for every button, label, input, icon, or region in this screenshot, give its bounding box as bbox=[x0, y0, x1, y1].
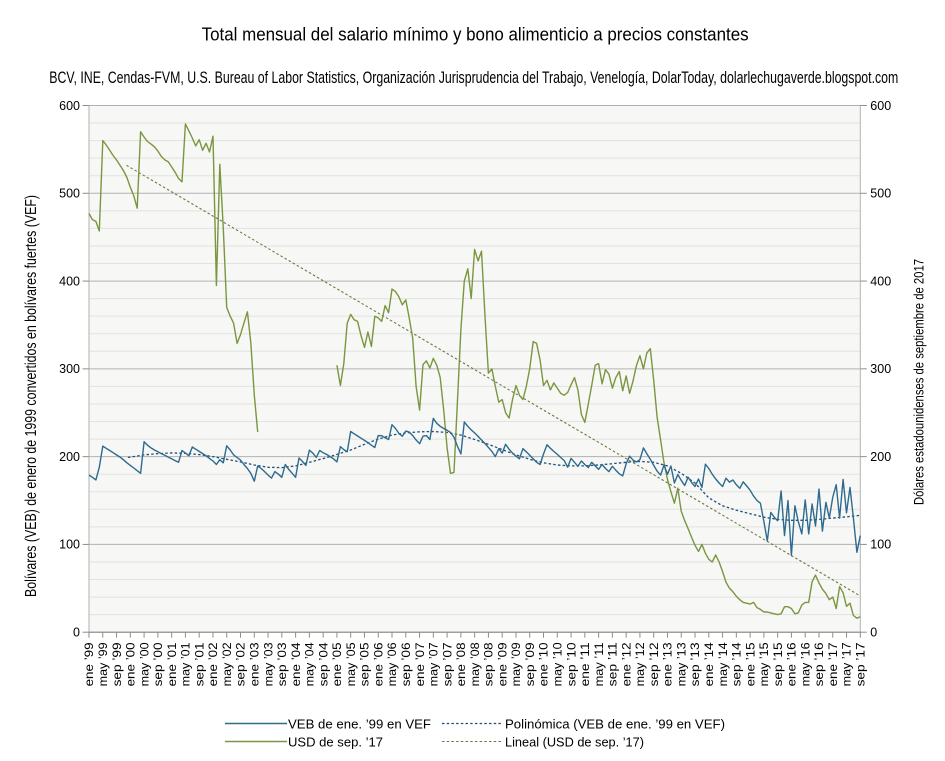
svg-text:sep ’04: sep ’04 bbox=[318, 642, 330, 687]
svg-text:ene ’05: ene ’05 bbox=[332, 642, 344, 686]
svg-text:USD de sep. ’17: USD de sep. ’17 bbox=[288, 735, 383, 749]
svg-text:may ’00: may ’00 bbox=[139, 642, 151, 686]
svg-text:sep ’99: sep ’99 bbox=[112, 642, 124, 686]
svg-text:may ’08: may ’08 bbox=[470, 642, 482, 686]
svg-text:600: 600 bbox=[59, 99, 80, 113]
svg-text:may ’05: may ’05 bbox=[346, 642, 358, 686]
svg-text:400: 400 bbox=[59, 274, 80, 288]
svg-text:sep ’15: sep ’15 bbox=[773, 642, 785, 686]
svg-text:ene ’04: ene ’04 bbox=[291, 642, 303, 687]
svg-text:may ’14: may ’14 bbox=[718, 642, 730, 687]
svg-text:400: 400 bbox=[870, 274, 891, 288]
svg-text:sep ’17: sep ’17 bbox=[856, 642, 868, 686]
svg-text:sep ’03: sep ’03 bbox=[277, 642, 289, 686]
svg-text:sep ’08: sep ’08 bbox=[484, 642, 496, 686]
svg-text:ene ’08: ene ’08 bbox=[456, 642, 468, 686]
svg-text:sep ’07: sep ’07 bbox=[442, 642, 454, 686]
svg-text:may ’03: may ’03 bbox=[263, 642, 275, 686]
svg-text:may ’17: may ’17 bbox=[842, 642, 854, 686]
svg-text:ene ’07: ene ’07 bbox=[415, 642, 427, 686]
svg-text:ene ’06: ene ’06 bbox=[373, 642, 385, 686]
svg-text:Total mensual del salario míni: Total mensual del salario mínimo y bono … bbox=[202, 25, 749, 45]
svg-text:may ’06: may ’06 bbox=[387, 642, 399, 686]
svg-text:ene ’02: ene ’02 bbox=[208, 642, 220, 686]
svg-text:sep ’11: sep ’11 bbox=[608, 642, 620, 686]
svg-text:sep ’10: sep ’10 bbox=[566, 642, 578, 686]
svg-text:sep ’06: sep ’06 bbox=[401, 642, 413, 686]
svg-text:may ’09: may ’09 bbox=[511, 642, 523, 686]
svg-text:sep ’12: sep ’12 bbox=[649, 642, 661, 686]
svg-text:may ’07: may ’07 bbox=[429, 642, 441, 686]
svg-text:ene ’00: ene ’00 bbox=[126, 642, 138, 686]
svg-text:sep ’02: sep ’02 bbox=[236, 642, 248, 686]
svg-text:ene ’17: ene ’17 bbox=[828, 642, 840, 686]
svg-text:sep ’01: sep ’01 bbox=[194, 642, 206, 686]
svg-text:ene ’01: ene ’01 bbox=[167, 642, 179, 686]
svg-text:sep ’05: sep ’05 bbox=[360, 642, 372, 686]
svg-text:ene ’99: ene ’99 bbox=[84, 642, 96, 686]
svg-text:200: 200 bbox=[59, 450, 80, 464]
svg-text:sep ’09: sep ’09 bbox=[525, 642, 537, 686]
svg-text:may ’04: may ’04 bbox=[305, 642, 317, 687]
svg-text:0: 0 bbox=[870, 626, 877, 640]
svg-text:ene ’14: ene ’14 bbox=[704, 642, 716, 687]
svg-text:ene ’03: ene ’03 bbox=[249, 642, 261, 686]
svg-text:100: 100 bbox=[870, 538, 891, 552]
svg-text:may ’13: may ’13 bbox=[676, 642, 688, 686]
svg-text:500: 500 bbox=[59, 187, 80, 201]
svg-text:Lineal (USD de sep. ’17): Lineal (USD de sep. ’17) bbox=[505, 735, 644, 749]
svg-text:100: 100 bbox=[59, 538, 80, 552]
svg-text:300: 300 bbox=[870, 362, 891, 376]
svg-text:may ’02: may ’02 bbox=[222, 642, 234, 686]
svg-text:sep ’16: sep ’16 bbox=[814, 642, 826, 686]
svg-text:ene ’10: ene ’10 bbox=[539, 642, 551, 686]
svg-text:Dólares estadounidenses de sep: Dólares estadounidenses de septiembre de… bbox=[911, 259, 927, 505]
svg-text:0: 0 bbox=[73, 626, 80, 640]
svg-text:may ’15: may ’15 bbox=[759, 642, 771, 686]
svg-text:may ’10: may ’10 bbox=[552, 642, 564, 686]
svg-text:300: 300 bbox=[59, 362, 80, 376]
svg-text:ene ’12: ene ’12 bbox=[621, 642, 633, 686]
svg-text:ene ’16: ene ’16 bbox=[787, 642, 799, 686]
svg-text:ene ’15: ene ’15 bbox=[745, 642, 757, 686]
svg-text:ene ’11: ene ’11 bbox=[580, 642, 592, 686]
svg-text:Bolívares (VEB) de enero de 19: Bolívares (VEB) de enero de 1999 convert… bbox=[23, 195, 40, 597]
svg-text:sep ’13: sep ’13 bbox=[690, 642, 702, 686]
svg-text:sep ’14: sep ’14 bbox=[732, 642, 744, 687]
svg-text:500: 500 bbox=[870, 187, 891, 201]
svg-text:BCV, INE, Cendas-FVM, U.S. Bur: BCV, INE, Cendas-FVM, U.S. Bureau of Lab… bbox=[49, 69, 898, 87]
svg-text:ene ’13: ene ’13 bbox=[663, 642, 675, 686]
svg-text:may ’16: may ’16 bbox=[800, 642, 812, 686]
svg-text:may ’01: may ’01 bbox=[181, 642, 193, 686]
svg-text:Polinómica (VEB de ene. ’99 en: Polinómica (VEB de ene. ’99 en VEF) bbox=[505, 717, 725, 731]
svg-text:may ’12: may ’12 bbox=[635, 642, 647, 686]
svg-text:sep ’00: sep ’00 bbox=[153, 642, 165, 686]
svg-text:may ’11: may ’11 bbox=[594, 642, 606, 686]
svg-text:600: 600 bbox=[870, 99, 891, 113]
svg-text:VEB de ene. ’99 en VEF: VEB de ene. ’99 en VEF bbox=[288, 717, 431, 731]
svg-text:200: 200 bbox=[870, 450, 891, 464]
svg-text:may ’99: may ’99 bbox=[98, 642, 110, 686]
svg-text:ene ’09: ene ’09 bbox=[497, 642, 509, 686]
